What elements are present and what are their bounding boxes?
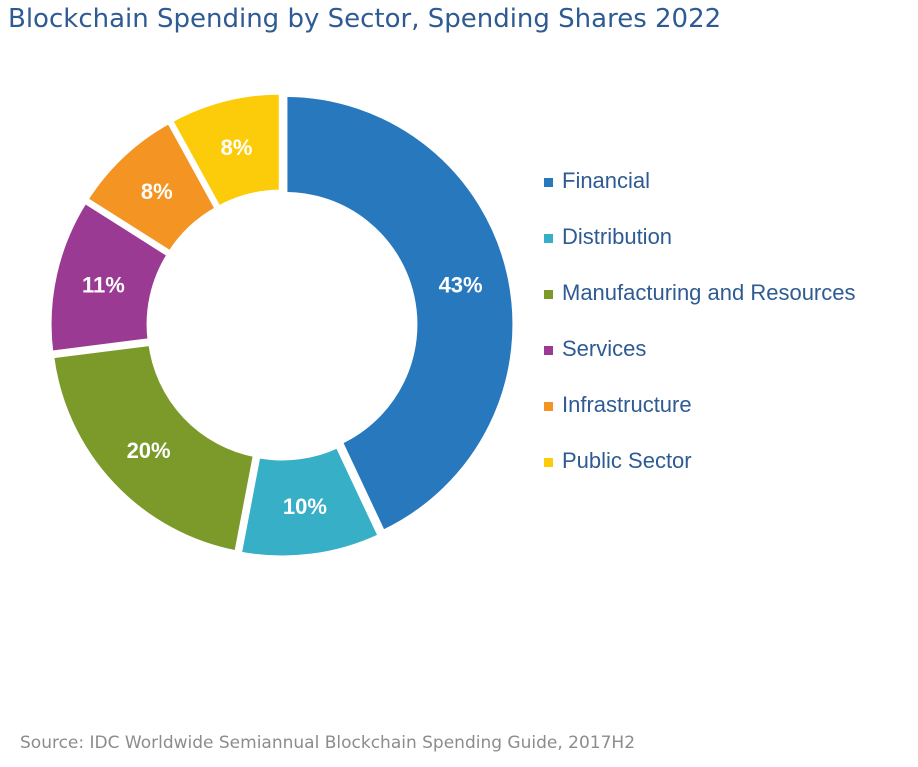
legend-item-distribution: Distribution <box>544 222 856 278</box>
legend-label: Infrastructure <box>562 392 692 417</box>
donut-slices <box>46 89 518 561</box>
donut-slice-public-sector <box>167 89 284 212</box>
legend-item-financial: Financial <box>544 166 856 222</box>
slice-value-label-financial: 43% <box>439 273 483 298</box>
donut-slice-distribution <box>236 442 384 561</box>
legend-swatch <box>544 346 553 355</box>
legend-label: Financial <box>562 168 651 193</box>
donut-slice-financial <box>282 91 518 536</box>
slice-value-label-infrastructure: 8% <box>141 179 173 204</box>
legend-item-public-sector: Public Sector <box>544 446 856 502</box>
legend-swatch <box>544 458 553 467</box>
legend-swatch <box>544 402 553 411</box>
legend-item-services: Services <box>544 334 856 390</box>
slice-value-label-manufacturing-and-resources: 20% <box>127 438 171 463</box>
donut-slice-manufacturing-and-resources <box>48 340 259 556</box>
slice-value-label-distribution: 10% <box>283 494 327 519</box>
legend-label: Services <box>562 336 647 361</box>
slice-value-label-services: 11% <box>82 273 125 298</box>
chart-legend: Financial Distribution Manufacturing and R… <box>544 166 856 502</box>
legend-label: Distribution <box>562 224 673 249</box>
legend-swatch <box>544 178 553 187</box>
slice-value-label-public-sector: 8% <box>221 135 253 160</box>
legend-swatch <box>544 290 553 299</box>
legend-label: Manufacturing and Resources <box>562 280 856 305</box>
legend-swatch <box>544 234 553 243</box>
source-note: Source: IDC Worldwide Semiannual Blockch… <box>20 733 636 753</box>
legend-item-manufacturing-and-resources: Manufacturing and Resources <box>544 278 856 334</box>
chart-title: Blockchain Spending by Sector, Spending … <box>8 4 722 34</box>
legend-item-infrastructure: Infrastructure <box>544 390 856 446</box>
donut-slice-labels: 43% 10% 20% 11% 8% 8% <box>82 135 483 519</box>
legend-label: Public Sector <box>562 448 692 473</box>
